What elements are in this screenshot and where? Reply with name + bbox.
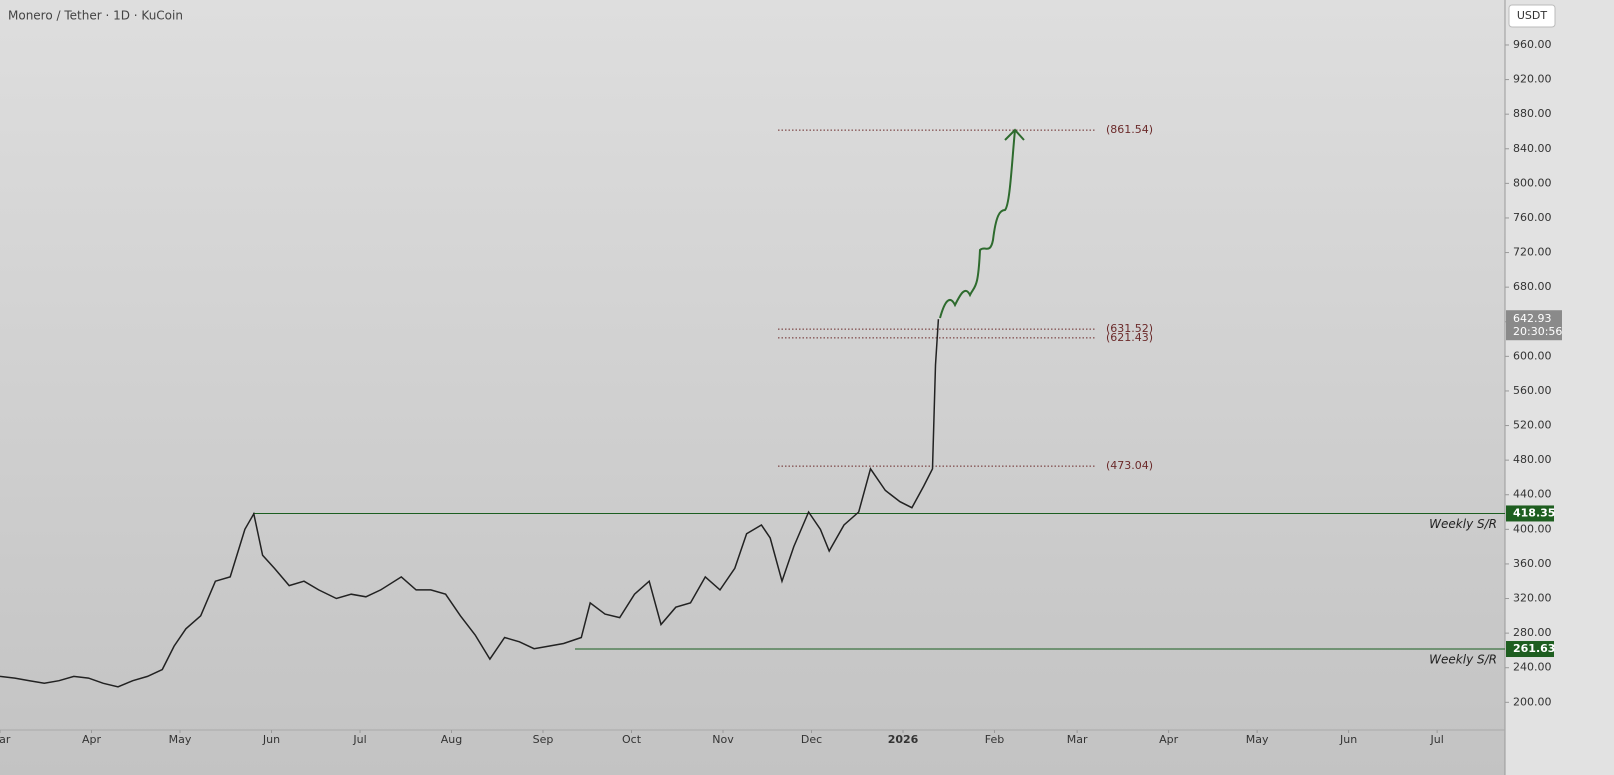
- currency-button[interactable]: [1508, 4, 1556, 28]
- support-value: 261.63: [1513, 642, 1555, 655]
- y-tick-label: 960.00: [1513, 38, 1552, 51]
- y-tick-label: 920.00: [1513, 73, 1552, 86]
- plot-background: [0, 0, 1505, 775]
- x-tick-label: Dec: [801, 733, 822, 746]
- x-tick-label: Jun: [1339, 733, 1357, 746]
- x-tick-label: 2026: [888, 733, 919, 746]
- support-badge: [1506, 641, 1554, 658]
- x-tick-label: Aug: [441, 733, 462, 746]
- x-tick-label: Apr: [82, 733, 102, 746]
- y-tick-label: 320.00: [1513, 592, 1552, 605]
- x-tick-label: Nov: [712, 733, 734, 746]
- projection: [939, 128, 1025, 319]
- target-level-label: (621.43): [1106, 331, 1153, 344]
- y-tick-label: 280.00: [1513, 626, 1552, 639]
- y-tick-label: 760.00: [1513, 211, 1552, 224]
- support-label: Weekly S/R: [1429, 517, 1497, 531]
- y-tick-label: 360.00: [1513, 557, 1552, 570]
- y-tick-label: 680.00: [1513, 280, 1552, 293]
- x-tick-label: Jun: [262, 733, 280, 746]
- target-level-label: (473.04): [1106, 459, 1153, 472]
- last-price-badge: [1506, 310, 1562, 341]
- projection-arrowhead: [1004, 128, 1025, 141]
- target-level-label: (861.54): [1106, 123, 1153, 136]
- y-tick-label: 240.00: [1513, 661, 1552, 674]
- chart-title: Monero / Tether · 1D · KuCoin: [8, 9, 183, 23]
- y-tick-label: 480.00: [1513, 453, 1552, 466]
- last-price: 642.93: [1513, 312, 1552, 325]
- x-tick-label: Sep: [533, 733, 554, 746]
- target-level-label: (631.52): [1106, 322, 1153, 335]
- x-tick-label: Feb: [985, 733, 1004, 746]
- x-tick-label: Apr: [1159, 733, 1179, 746]
- y-tick-label: 840.00: [1513, 142, 1552, 155]
- y-tick-label: 800.00: [1513, 176, 1552, 189]
- price-line: [0, 319, 940, 688]
- currency-label[interactable]: USDT: [1517, 9, 1548, 22]
- y-tick-label: 200.00: [1513, 695, 1552, 708]
- y-tick-label: 560.00: [1513, 384, 1552, 397]
- x-tick-label: Mar: [0, 733, 11, 746]
- y-tick-label: 520.00: [1513, 419, 1552, 432]
- y-tick-label: 600.00: [1513, 349, 1552, 362]
- x-tick-label: May: [169, 733, 192, 746]
- x-tick-label: Oct: [622, 733, 642, 746]
- x-tick-label: Jul: [1429, 733, 1443, 746]
- projection-curve: [939, 129, 1016, 319]
- support-badge: [1506, 505, 1554, 522]
- y-tick-label: 720.00: [1513, 246, 1552, 259]
- support-label: Weekly S/R: [1429, 653, 1497, 667]
- x-tick-label: Mar: [1067, 733, 1088, 746]
- y-tick-label: 440.00: [1513, 488, 1552, 501]
- x-tick-label: May: [1246, 733, 1269, 746]
- y-tick-label: 400.00: [1513, 522, 1552, 535]
- countdown: 20:30:56: [1513, 325, 1562, 338]
- x-tick-label: Jul: [352, 733, 366, 746]
- y-tick-label: 880.00: [1513, 107, 1552, 120]
- support-value: 418.35: [1513, 506, 1555, 519]
